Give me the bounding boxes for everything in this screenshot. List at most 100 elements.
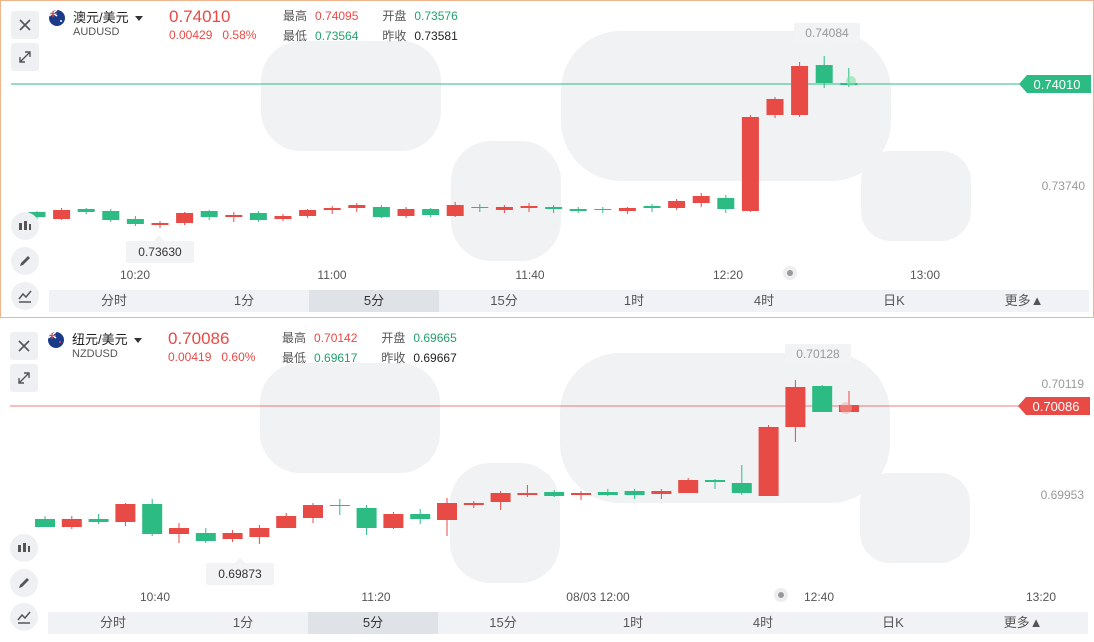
svg-text:11:00: 11:00 — [317, 268, 346, 282]
candle-body — [88, 519, 109, 522]
chart-canvas-audusd[interactable]: 0.74084 0.73630 0.74010 0.73740 10:20 11… — [1, 1, 1094, 291]
candle-body — [356, 508, 377, 528]
tf-tab[interactable]: 日K — [883, 293, 905, 308]
candle-body — [115, 504, 136, 522]
y-axis-label: 0.73740 — [1042, 179, 1086, 193]
candle-body — [422, 209, 440, 215]
current-price-tag: 0.74010 — [1019, 75, 1091, 93]
candle-body — [624, 491, 645, 495]
live-pulse-dot — [840, 402, 852, 414]
tf-tab-more[interactable]: 更多▲ — [1003, 615, 1043, 630]
svg-text:12:20: 12:20 — [713, 268, 743, 282]
world-map-watermark — [260, 353, 970, 583]
svg-text:0.74084: 0.74084 — [805, 26, 849, 40]
close-icon[interactable] — [11, 11, 39, 39]
max-price-tag: 0.74084 — [794, 23, 860, 49]
pen-icon[interactable] — [10, 569, 38, 597]
candle-body — [545, 207, 563, 209]
chart-panel-nzdusd: 0.70128 0.69873 0.70086 0.70119 0.69953 … — [0, 323, 1094, 642]
tf-tab[interactable]: 1分 — [232, 615, 254, 630]
candle-body — [812, 386, 833, 412]
candle-body — [276, 516, 297, 528]
candle-body — [741, 117, 759, 211]
au-flag-icon — [49, 10, 65, 26]
svg-text:0.74010: 0.74010 — [1034, 77, 1081, 92]
chart-canvas-nzdusd[interactable]: 0.70128 0.69873 0.70086 0.70119 0.69953 … — [0, 323, 1094, 613]
tf-tab[interactable]: 4时 — [753, 293, 775, 308]
svg-text:08/03 12:00: 08/03 12:00 — [566, 590, 630, 604]
tf-tab[interactable]: 分时 — [99, 615, 126, 630]
candle-body — [372, 207, 390, 217]
candle-body — [520, 206, 538, 208]
candle-body — [437, 503, 457, 520]
y-axis-label: 0.69953 — [1041, 488, 1085, 502]
tf-tab[interactable]: 4时 — [752, 615, 774, 630]
candle-body — [299, 210, 317, 216]
candle-body — [766, 99, 784, 115]
candle-body — [643, 206, 661, 208]
candle-body — [28, 212, 46, 217]
candle-body — [77, 209, 95, 212]
candle-body — [397, 209, 415, 216]
svg-text:0.70128: 0.70128 — [796, 347, 840, 361]
tf-tab[interactable]: 1时 — [623, 293, 645, 308]
tf-tab[interactable]: 15分 — [490, 293, 518, 308]
candle-body — [348, 205, 366, 208]
candle-body — [410, 514, 431, 519]
candle-body — [225, 215, 243, 217]
chart-panel-audusd: 0.74084 0.73630 0.74010 0.73740 10:20 11… — [0, 0, 1094, 318]
candle-body — [274, 216, 292, 219]
candle-body — [731, 483, 752, 493]
pair-code: NZDUSD — [72, 348, 118, 360]
candlestick-icon[interactable] — [10, 534, 38, 562]
candle-body — [594, 209, 612, 210]
candle-body — [249, 528, 270, 537]
pen-icon[interactable] — [11, 247, 39, 275]
candle-body — [651, 491, 672, 494]
svg-text:10:40: 10:40 — [140, 590, 170, 604]
candle-body — [329, 505, 350, 506]
svg-text:10:20: 10:20 — [120, 268, 150, 282]
candle-body — [571, 493, 591, 495]
indicator-icon[interactable] — [10, 603, 38, 631]
tf-tab-selected[interactable]: 5分 — [309, 290, 439, 312]
candle-body — [517, 493, 538, 495]
last-price: 0.70086 — [168, 329, 230, 348]
expand-icon[interactable] — [10, 364, 38, 392]
timeframe-bar-1: 分时 1分 5分 15分 1时 4时 日K 更多▲ — [49, 290, 1089, 312]
candle-body — [495, 207, 513, 210]
chevron-down-icon — [133, 338, 142, 344]
pair-selector[interactable]: 澳元/美元 — [73, 7, 143, 26]
pair-selector[interactable]: 纽元/美元 — [72, 329, 142, 348]
candlestick-icon[interactable] — [11, 212, 39, 240]
tf-tab[interactable]: 15分 — [489, 615, 517, 630]
candle-body — [61, 519, 82, 527]
candle-body — [195, 533, 216, 541]
candle-body — [471, 207, 489, 208]
max-price-tag: 0.70128 — [785, 344, 851, 370]
tf-tab[interactable]: 分时 — [100, 293, 127, 308]
candle-body — [53, 210, 71, 219]
price-change: 0.00429 0.58% — [169, 28, 257, 42]
candle-body — [35, 519, 55, 527]
tf-tab[interactable]: 1分 — [233, 293, 255, 308]
price-change: 0.00419 0.60% — [168, 350, 256, 364]
candle-body — [692, 196, 710, 203]
close-icon[interactable] — [10, 332, 38, 360]
tf-tab-more[interactable]: 更多▲ — [1004, 293, 1044, 308]
min-price-tag: 0.69873 — [206, 557, 274, 585]
candle-body — [618, 208, 636, 211]
svg-text:11:20: 11:20 — [361, 590, 390, 604]
tf-tab[interactable]: 1时 — [622, 615, 644, 630]
tf-tab-selected[interactable]: 5分 — [308, 612, 438, 634]
world-map-watermark — [261, 31, 971, 261]
tf-tab[interactable]: 日K — [882, 615, 904, 630]
candle-body — [758, 427, 779, 496]
candle-body — [126, 219, 144, 224]
candle-body — [569, 209, 587, 211]
indicator-icon[interactable] — [11, 282, 39, 310]
candle-body — [142, 504, 163, 534]
candle-body — [705, 480, 725, 482]
candle-body — [446, 205, 464, 216]
expand-icon[interactable] — [11, 43, 39, 71]
